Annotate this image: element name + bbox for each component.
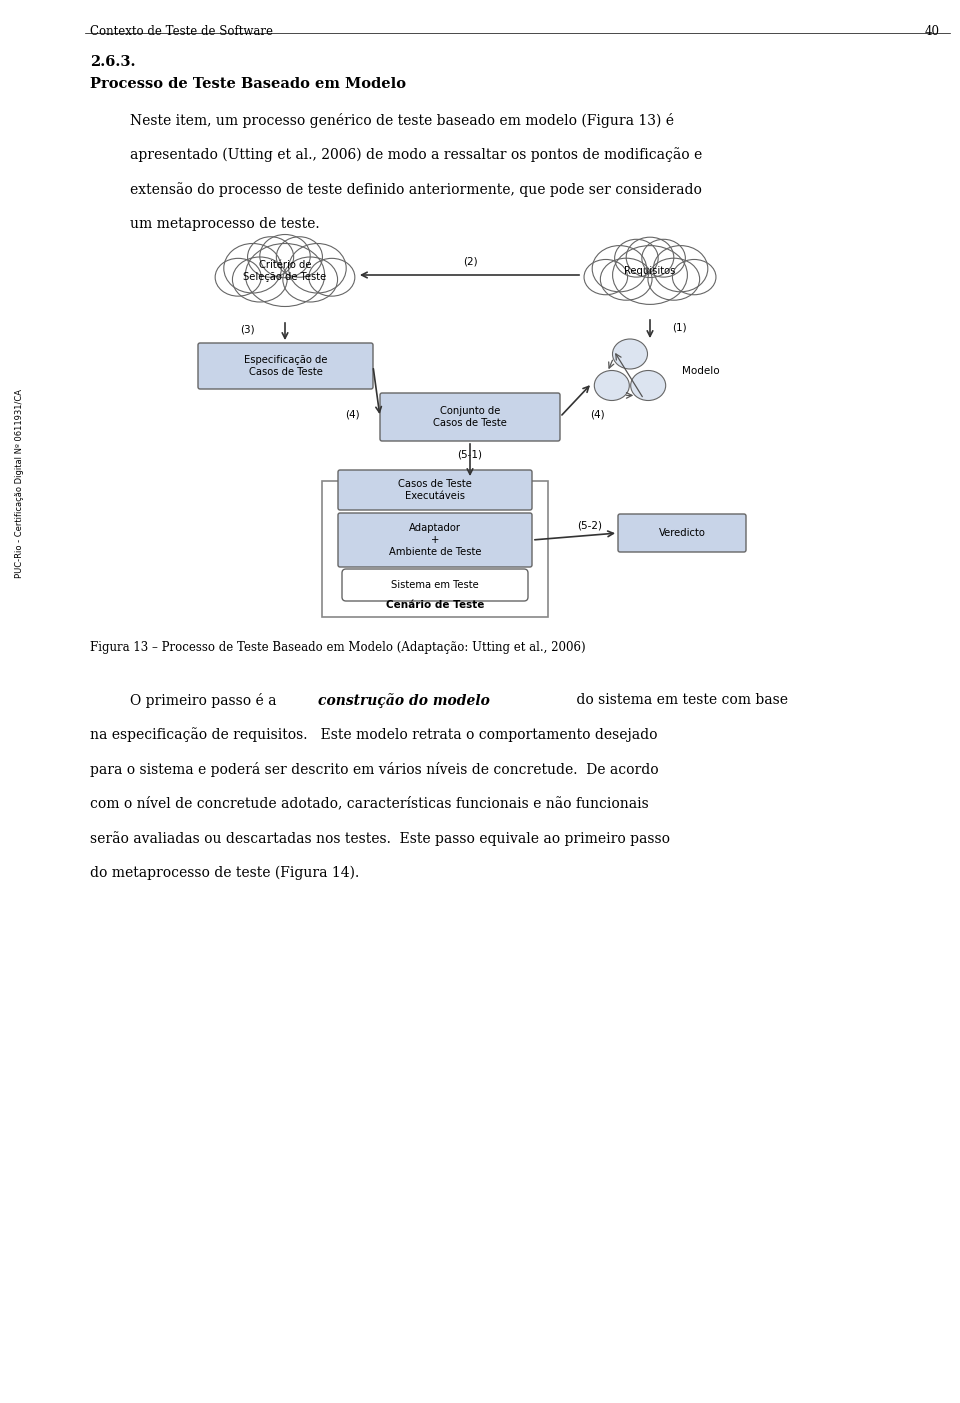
Text: (5-1): (5-1) xyxy=(458,449,483,459)
Text: construção do modelo: construção do modelo xyxy=(318,693,490,709)
Ellipse shape xyxy=(248,237,294,278)
Ellipse shape xyxy=(594,370,630,400)
Ellipse shape xyxy=(612,340,647,369)
FancyBboxPatch shape xyxy=(338,470,532,511)
Ellipse shape xyxy=(289,244,347,293)
Ellipse shape xyxy=(642,240,685,278)
Ellipse shape xyxy=(626,237,674,278)
Text: na especificação de requisitos.   Este modelo retrata o comportamento desejado: na especificação de requisitos. Este mod… xyxy=(90,728,658,742)
Text: Critério de
Seleção de Teste: Critério de Seleção de Teste xyxy=(244,260,326,282)
Text: para o sistema e poderá ser descrito em vários níveis de concretude.  De acordo: para o sistema e poderá ser descrito em … xyxy=(90,762,659,777)
Text: Neste item, um processo genérico de teste baseado em modelo (Figura 13) é: Neste item, um processo genérico de test… xyxy=(130,114,674,128)
Text: (1): (1) xyxy=(672,323,686,333)
Ellipse shape xyxy=(612,246,687,304)
Text: Modelo: Modelo xyxy=(682,366,720,376)
Text: Conjunto de
Casos de Teste: Conjunto de Casos de Teste xyxy=(433,405,507,428)
Text: extensão do processo de teste definido anteriormente, que pode ser considerado: extensão do processo de teste definido a… xyxy=(130,182,702,196)
Ellipse shape xyxy=(631,370,665,400)
Text: do metaprocesso de teste (Figura 14).: do metaprocesso de teste (Figura 14). xyxy=(90,866,359,880)
Text: um metaprocesso de teste.: um metaprocesso de teste. xyxy=(130,216,320,230)
Ellipse shape xyxy=(283,257,338,302)
Ellipse shape xyxy=(648,258,700,300)
Ellipse shape xyxy=(614,240,659,278)
FancyBboxPatch shape xyxy=(338,513,532,567)
Text: 40: 40 xyxy=(925,25,940,38)
Text: (4): (4) xyxy=(346,410,360,419)
Text: do sistema em teste com base: do sistema em teste com base xyxy=(572,693,788,707)
Text: (3): (3) xyxy=(240,325,255,335)
FancyBboxPatch shape xyxy=(342,570,528,600)
Text: com o nível de concretude adotado, características funcionais e não funcionais: com o nível de concretude adotado, carac… xyxy=(90,797,649,811)
Text: 2.6.3.: 2.6.3. xyxy=(90,55,135,69)
Text: Cenário de Teste: Cenário de Teste xyxy=(386,600,484,610)
Text: Especificação de
Casos de Teste: Especificação de Casos de Teste xyxy=(244,355,327,377)
Ellipse shape xyxy=(232,257,287,302)
Text: (4): (4) xyxy=(590,410,605,419)
FancyBboxPatch shape xyxy=(618,513,746,551)
Text: Figura 13 – Processo de Teste Baseado em Modelo (Adaptação: Utting et al., 2006): Figura 13 – Processo de Teste Baseado em… xyxy=(90,641,586,654)
Ellipse shape xyxy=(276,237,323,278)
Ellipse shape xyxy=(654,246,708,292)
Text: Contexto de Teste de Software: Contexto de Teste de Software xyxy=(90,25,273,38)
Ellipse shape xyxy=(592,246,647,292)
Text: PUC-Rio - Certificação Digital Nº 0611931/CA: PUC-Rio - Certificação Digital Nº 061193… xyxy=(15,389,25,578)
Ellipse shape xyxy=(584,260,628,295)
Text: Requisitos: Requisitos xyxy=(624,267,676,276)
Ellipse shape xyxy=(260,234,310,278)
Text: (5-2): (5-2) xyxy=(578,521,603,530)
Text: (2): (2) xyxy=(463,255,477,267)
Text: Sistema em Teste: Sistema em Teste xyxy=(391,579,479,591)
Ellipse shape xyxy=(246,244,324,306)
Ellipse shape xyxy=(309,258,355,296)
Text: Casos de Teste
Executáveis: Casos de Teste Executáveis xyxy=(398,478,472,501)
FancyBboxPatch shape xyxy=(198,342,373,389)
Bar xyxy=(322,481,548,617)
Ellipse shape xyxy=(224,244,281,293)
Text: serão avaliadas ou descartadas nos testes.  Este passo equivale ao primeiro pass: serão avaliadas ou descartadas nos teste… xyxy=(90,831,670,846)
Ellipse shape xyxy=(600,258,652,300)
Text: Processo de Teste Baseado em Modelo: Processo de Teste Baseado em Modelo xyxy=(90,77,406,91)
Text: Adaptador
+
Ambiente de Teste: Adaptador + Ambiente de Teste xyxy=(389,523,481,557)
Text: apresentado (Utting et al., 2006) de modo a ressaltar os pontos de modificação e: apresentado (Utting et al., 2006) de mod… xyxy=(130,147,703,163)
Ellipse shape xyxy=(672,260,716,295)
Text: O primeiro passo é a: O primeiro passo é a xyxy=(130,693,281,709)
Ellipse shape xyxy=(215,258,261,296)
FancyBboxPatch shape xyxy=(380,393,560,441)
Text: Veredicto: Veredicto xyxy=(659,528,706,537)
